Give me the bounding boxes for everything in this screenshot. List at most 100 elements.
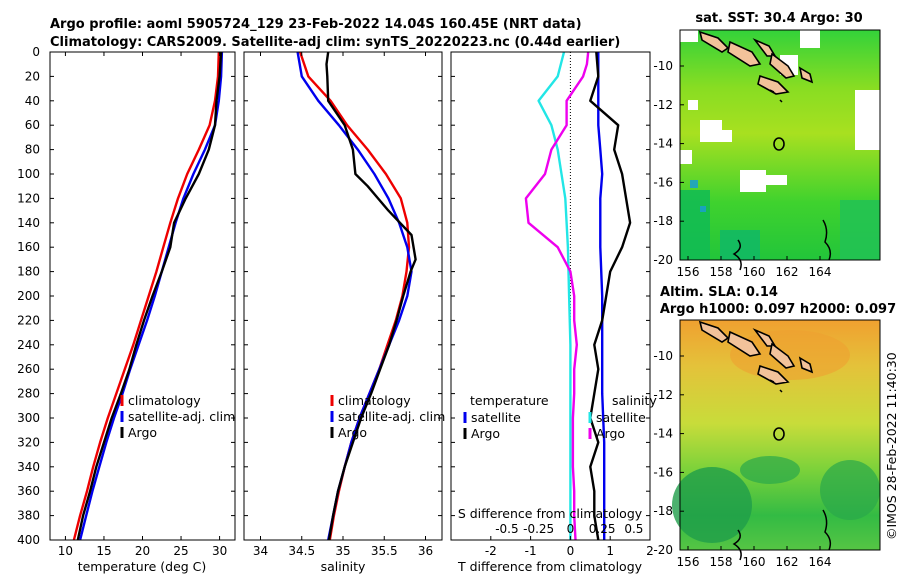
depth-tick-label: 20 [25,69,40,83]
depth-tick-label: 40 [25,94,40,108]
missing-data-patch [688,100,698,110]
legend-entry: Argo [338,425,367,440]
island-shape [798,66,814,84]
depth-tick-label: 260 [17,362,40,376]
diff-series-1 [589,52,632,540]
legend-entry: Argo [471,426,500,441]
salinity-xlabel: salinity [321,559,366,574]
map-lon-label: 160 [743,555,766,569]
missing-data-patch [700,120,722,142]
x2-tick-label: 0 [567,522,575,536]
map-lat-label: -18 [653,214,673,228]
diff-series-3 [524,52,590,540]
missing-data-patch [740,170,766,192]
legend-title: salinity [612,393,657,408]
map-lat-label: -20 [653,543,673,557]
series-line-0 [298,52,411,540]
depth-tick-label: 200 [17,289,40,303]
depth-tick-label: 400 [17,533,40,547]
difference-x2label: S difference from climatology [458,506,643,521]
map-lat-label: -10 [653,349,673,363]
x2-tick-label: -0.25 [523,522,554,536]
x-tick-label: -1 [525,544,537,558]
imos-watermark: ©IMOS 28-Feb-2022 11:40:30 [884,352,899,540]
map-lat-label: -16 [653,175,673,189]
x2-tick-label: 0.25 [589,522,616,536]
x-tick-label: 0 [567,544,575,558]
x-tick-label: 35 [335,544,350,558]
island-shape [727,40,762,67]
map-lon-label: 164 [809,555,832,569]
missing-data-patch [680,30,698,42]
diff-series-2 [537,52,572,540]
depth-tick-label: 340 [17,460,40,474]
map-lat-label: -20 [653,253,673,267]
argo-position-marker [773,427,785,441]
sst-map: sat. SST: 30.4 Argo: 30 156 158 160 162 164 -… [653,11,881,279]
x-tick-label: 35.5 [371,544,398,558]
depth-tick-label: 180 [17,265,40,279]
temperature-panel: 10 15 20 25 30 temperature (deg C) climatolo… [49,51,236,574]
island-shape [798,356,814,374]
map-lon-label: 156 [677,555,700,569]
temperature-xlabel: temperature (deg C) [78,559,207,574]
missing-data-patch [855,90,880,150]
sla-map-title1: Altim. SLA: 0.14 [660,285,778,300]
title-line1: Argo profile: aoml 5905724_129 23-Feb-20… [50,17,582,32]
x-tick-label: 36 [418,544,433,558]
legend-title: temperature [470,393,549,408]
legend-entry: satellite-adj. clim [338,409,445,424]
x2-tick-label: 0.5 [624,522,643,536]
legend-entry: Argo [128,425,157,440]
x-tick-label: 25 [173,544,188,558]
depth-tick-label: 80 [25,143,40,157]
map-lat-label: -10 [653,59,673,73]
depth-tick-label: 320 [17,435,40,449]
depth-tick-label: 360 [17,484,40,498]
sla-map: Altim. SLA: 0.14 Argo h1000: 0.097 h2000… [653,285,896,569]
salinity-panel: 34 34.5 35 35.5 36 salinity climatologysatel… [243,51,445,574]
legend-entry: satellite [596,410,646,425]
depth-tick-label: 300 [17,411,40,425]
x-tick-label: 30 [212,544,227,558]
series-line-0 [72,52,220,540]
depth-tick-label: 280 [17,387,40,401]
legend-entry: satellite-adj. clim [128,409,235,424]
missing-data-patch [765,175,787,185]
island-shape [698,320,730,343]
x-tick-label: -2 [485,544,497,558]
legend-entry: satellite [471,410,521,425]
map-lat-label: -16 [653,465,673,479]
map-lon-label: 156 [677,265,700,279]
island-shape [757,364,790,385]
x-tick-label: 34 [253,544,268,558]
series-line-2 [325,52,417,540]
map-lat-label: -14 [653,427,673,441]
map-lat-label: -18 [653,504,673,518]
missing-data-patch [718,130,732,142]
sst-map-title: sat. SST: 30.4 Argo: 30 [695,11,862,26]
missing-data-patch [800,30,820,48]
depth-axis-labels: 0 20 40 60 80 100 120 140 160 180 200 220 240 260 280 3… [17,45,40,547]
x-tick-label: 34.5 [288,544,315,558]
depth-tick-label: 140 [17,216,40,230]
depth-tick-label: 60 [25,118,40,132]
depth-tick-label: 0 [32,45,40,59]
map-lon-label: 160 [743,265,766,279]
map-lon-label: 162 [776,555,799,569]
map-lon-label: 158 [710,555,733,569]
map-lon-label: 162 [776,265,799,279]
series-line-2 [76,52,223,540]
difference-xlabel: T difference from climatology [457,559,643,574]
legend-entry: climatology [338,393,411,408]
title-line2: Climatology: CARS2009. Satellite-adj cli… [50,35,620,50]
depth-tick-label: 220 [17,313,40,327]
argo-position-marker [773,137,785,151]
map-lon-label: 158 [710,265,733,279]
x-tick-label: 10 [58,544,73,558]
island-shape [769,342,796,369]
